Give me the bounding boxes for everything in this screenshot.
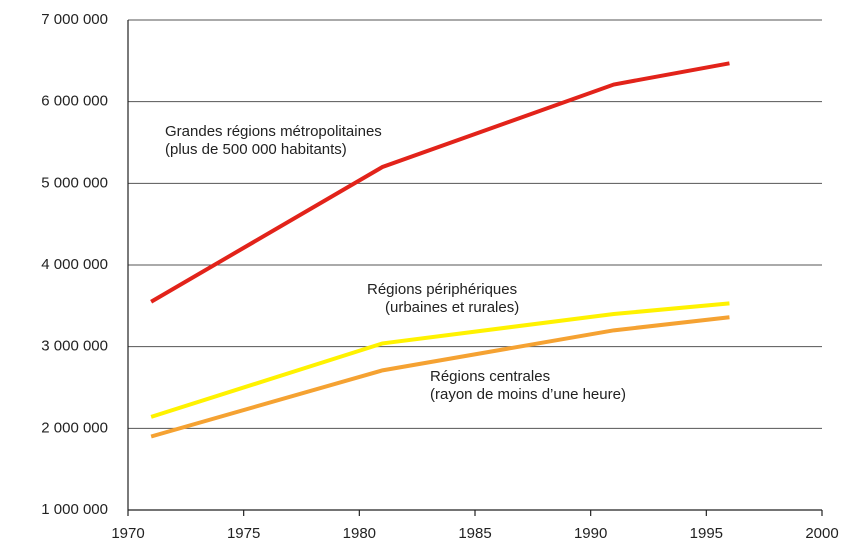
- series-label: Grandes régions métropolitaines: [165, 123, 382, 140]
- y-tick-label: 3 000 000: [41, 338, 108, 355]
- x-tick-label: 1985: [458, 525, 491, 542]
- x-tick-label: 1980: [343, 525, 376, 542]
- series-note: (plus de 500 000 habitants): [165, 141, 347, 158]
- y-tick-label: 4 000 000: [41, 256, 108, 273]
- x-tick-label: 2000: [805, 525, 838, 542]
- y-tick-label: 6 000 000: [41, 93, 108, 110]
- x-tick-label: 1970: [111, 525, 144, 542]
- y-tick-label: 2 000 000: [41, 419, 108, 436]
- y-tick-label: 5 000 000: [41, 174, 108, 191]
- line-series: [150, 61, 730, 304]
- x-tick-label: 1990: [574, 525, 607, 542]
- y-tick-label: 7 000 000: [41, 11, 108, 28]
- y-tick-label: 1 000 000: [41, 501, 108, 518]
- series-note: (urbaines et rurales): [385, 299, 519, 316]
- line-series: [150, 315, 730, 439]
- series-label: Régions centrales: [430, 368, 550, 385]
- x-tick-label: 1975: [227, 525, 260, 542]
- series-label: Régions périphériques: [367, 281, 517, 298]
- line-series: [150, 301, 730, 419]
- x-tick-label: 1995: [690, 525, 723, 542]
- series-note: (rayon de moins d’une heure): [430, 386, 626, 403]
